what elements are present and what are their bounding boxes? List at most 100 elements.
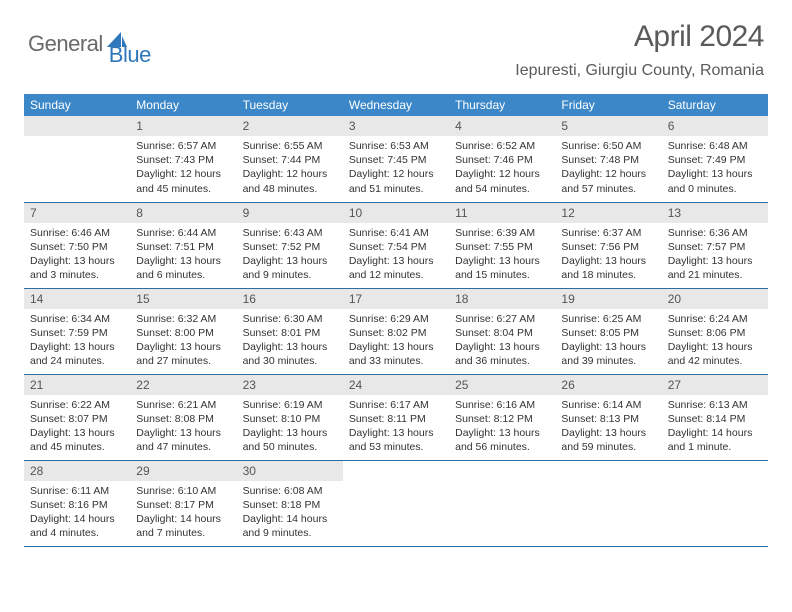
- dayhead-friday: Friday: [555, 94, 661, 116]
- day-number: 20: [662, 289, 768, 309]
- day-details: Sunrise: 6:44 AMSunset: 7:51 PMDaylight:…: [130, 223, 236, 287]
- day-number: 28: [24, 461, 130, 481]
- day-cell-5: 5Sunrise: 6:50 AMSunset: 7:48 PMDaylight…: [555, 116, 661, 202]
- day-number: 13: [662, 203, 768, 223]
- day-details: Sunrise: 6:25 AMSunset: 8:05 PMDaylight:…: [555, 309, 661, 373]
- day-details: Sunrise: 6:48 AMSunset: 7:49 PMDaylight:…: [662, 136, 768, 200]
- day-details: Sunrise: 6:29 AMSunset: 8:02 PMDaylight:…: [343, 309, 449, 373]
- calendar-row: 21Sunrise: 6:22 AMSunset: 8:07 PMDayligh…: [24, 374, 768, 460]
- day-number: 1: [130, 116, 236, 136]
- day-number: 7: [24, 203, 130, 223]
- day-details: Sunrise: 6:41 AMSunset: 7:54 PMDaylight:…: [343, 223, 449, 287]
- dayhead-monday: Monday: [130, 94, 236, 116]
- day-number: 6: [662, 116, 768, 136]
- day-number: 15: [130, 289, 236, 309]
- day-number: 12: [555, 203, 661, 223]
- dayhead-sunday: Sunday: [24, 94, 130, 116]
- day-cell-28: 28Sunrise: 6:11 AMSunset: 8:16 PMDayligh…: [24, 460, 130, 546]
- day-cell-18: 18Sunrise: 6:27 AMSunset: 8:04 PMDayligh…: [449, 288, 555, 374]
- day-details: Sunrise: 6:32 AMSunset: 8:00 PMDaylight:…: [130, 309, 236, 373]
- day-details: Sunrise: 6:43 AMSunset: 7:52 PMDaylight:…: [237, 223, 343, 287]
- day-details: Sunrise: 6:22 AMSunset: 8:07 PMDaylight:…: [24, 395, 130, 459]
- day-details: Sunrise: 6:13 AMSunset: 8:14 PMDaylight:…: [662, 395, 768, 459]
- day-cell-7: 7Sunrise: 6:46 AMSunset: 7:50 PMDaylight…: [24, 202, 130, 288]
- dayhead-tuesday: Tuesday: [237, 94, 343, 116]
- blank-cell: [555, 460, 661, 546]
- blank-cell: [343, 460, 449, 546]
- day-number: 26: [555, 375, 661, 395]
- dayhead-saturday: Saturday: [662, 94, 768, 116]
- day-details: Sunrise: 6:08 AMSunset: 8:18 PMDaylight:…: [237, 481, 343, 545]
- dayhead-wednesday: Wednesday: [343, 94, 449, 116]
- day-number: 16: [237, 289, 343, 309]
- day-cell-1: 1Sunrise: 6:57 AMSunset: 7:43 PMDaylight…: [130, 116, 236, 202]
- logo-text-general: General: [28, 31, 103, 57]
- day-cell-29: 29Sunrise: 6:10 AMSunset: 8:17 PMDayligh…: [130, 460, 236, 546]
- day-cell-11: 11Sunrise: 6:39 AMSunset: 7:55 PMDayligh…: [449, 202, 555, 288]
- day-details: Sunrise: 6:19 AMSunset: 8:10 PMDaylight:…: [237, 395, 343, 459]
- blank-cell: [662, 460, 768, 546]
- day-cell-21: 21Sunrise: 6:22 AMSunset: 8:07 PMDayligh…: [24, 374, 130, 460]
- blank-cell: [449, 460, 555, 546]
- day-cell-19: 19Sunrise: 6:25 AMSunset: 8:05 PMDayligh…: [555, 288, 661, 374]
- day-number: 25: [449, 375, 555, 395]
- dayhead-thursday: Thursday: [449, 94, 555, 116]
- day-cell-14: 14Sunrise: 6:34 AMSunset: 7:59 PMDayligh…: [24, 288, 130, 374]
- blank-daynum-bar: [24, 116, 130, 136]
- day-details: Sunrise: 6:53 AMSunset: 7:45 PMDaylight:…: [343, 136, 449, 200]
- day-number: 21: [24, 375, 130, 395]
- day-number: 22: [130, 375, 236, 395]
- day-details: Sunrise: 6:55 AMSunset: 7:44 PMDaylight:…: [237, 136, 343, 200]
- day-cell-13: 13Sunrise: 6:36 AMSunset: 7:57 PMDayligh…: [662, 202, 768, 288]
- day-cell-26: 26Sunrise: 6:14 AMSunset: 8:13 PMDayligh…: [555, 374, 661, 460]
- day-number: 29: [130, 461, 236, 481]
- day-number: 4: [449, 116, 555, 136]
- day-number: 2: [237, 116, 343, 136]
- day-number: 10: [343, 203, 449, 223]
- day-cell-25: 25Sunrise: 6:16 AMSunset: 8:12 PMDayligh…: [449, 374, 555, 460]
- day-details: Sunrise: 6:14 AMSunset: 8:13 PMDaylight:…: [555, 395, 661, 459]
- day-details: Sunrise: 6:21 AMSunset: 8:08 PMDaylight:…: [130, 395, 236, 459]
- calendar-table: SundayMondayTuesdayWednesdayThursdayFrid…: [24, 94, 768, 547]
- day-cell-2: 2Sunrise: 6:55 AMSunset: 7:44 PMDaylight…: [237, 116, 343, 202]
- day-cell-10: 10Sunrise: 6:41 AMSunset: 7:54 PMDayligh…: [343, 202, 449, 288]
- calendar-row: 1Sunrise: 6:57 AMSunset: 7:43 PMDaylight…: [24, 116, 768, 202]
- day-details: Sunrise: 6:11 AMSunset: 8:16 PMDaylight:…: [24, 481, 130, 545]
- day-details: Sunrise: 6:10 AMSunset: 8:17 PMDaylight:…: [130, 481, 236, 545]
- day-number: 27: [662, 375, 768, 395]
- day-cell-30: 30Sunrise: 6:08 AMSunset: 8:18 PMDayligh…: [237, 460, 343, 546]
- day-cell-23: 23Sunrise: 6:19 AMSunset: 8:10 PMDayligh…: [237, 374, 343, 460]
- title-block: April 2024 Iepuresti, Giurgiu County, Ro…: [515, 20, 764, 80]
- day-cell-6: 6Sunrise: 6:48 AMSunset: 7:49 PMDaylight…: [662, 116, 768, 202]
- day-number: 11: [449, 203, 555, 223]
- day-details: Sunrise: 6:57 AMSunset: 7:43 PMDaylight:…: [130, 136, 236, 200]
- calendar-row: 28Sunrise: 6:11 AMSunset: 8:16 PMDayligh…: [24, 460, 768, 546]
- day-number: 18: [449, 289, 555, 309]
- logo: General Blue: [28, 20, 151, 68]
- day-details: Sunrise: 6:36 AMSunset: 7:57 PMDaylight:…: [662, 223, 768, 287]
- day-cell-9: 9Sunrise: 6:43 AMSunset: 7:52 PMDaylight…: [237, 202, 343, 288]
- day-details: Sunrise: 6:16 AMSunset: 8:12 PMDaylight:…: [449, 395, 555, 459]
- day-number: 9: [237, 203, 343, 223]
- day-cell-3: 3Sunrise: 6:53 AMSunset: 7:45 PMDaylight…: [343, 116, 449, 202]
- day-number: 3: [343, 116, 449, 136]
- day-number: 17: [343, 289, 449, 309]
- day-number: 8: [130, 203, 236, 223]
- day-number: 5: [555, 116, 661, 136]
- day-details: Sunrise: 6:27 AMSunset: 8:04 PMDaylight:…: [449, 309, 555, 373]
- location: Iepuresti, Giurgiu County, Romania: [515, 62, 764, 80]
- calendar-body: 1Sunrise: 6:57 AMSunset: 7:43 PMDaylight…: [24, 116, 768, 546]
- day-details: Sunrise: 6:30 AMSunset: 8:01 PMDaylight:…: [237, 309, 343, 373]
- calendar-row: 14Sunrise: 6:34 AMSunset: 7:59 PMDayligh…: [24, 288, 768, 374]
- day-cell-12: 12Sunrise: 6:37 AMSunset: 7:56 PMDayligh…: [555, 202, 661, 288]
- day-details: Sunrise: 6:39 AMSunset: 7:55 PMDaylight:…: [449, 223, 555, 287]
- day-cell-8: 8Sunrise: 6:44 AMSunset: 7:51 PMDaylight…: [130, 202, 236, 288]
- day-cell-16: 16Sunrise: 6:30 AMSunset: 8:01 PMDayligh…: [237, 288, 343, 374]
- month-title: April 2024: [515, 20, 764, 54]
- day-number: 30: [237, 461, 343, 481]
- day-details: Sunrise: 6:24 AMSunset: 8:06 PMDaylight:…: [662, 309, 768, 373]
- day-cell-24: 24Sunrise: 6:17 AMSunset: 8:11 PMDayligh…: [343, 374, 449, 460]
- day-details: Sunrise: 6:52 AMSunset: 7:46 PMDaylight:…: [449, 136, 555, 200]
- day-details: Sunrise: 6:37 AMSunset: 7:56 PMDaylight:…: [555, 223, 661, 287]
- blank-cell: [24, 116, 130, 202]
